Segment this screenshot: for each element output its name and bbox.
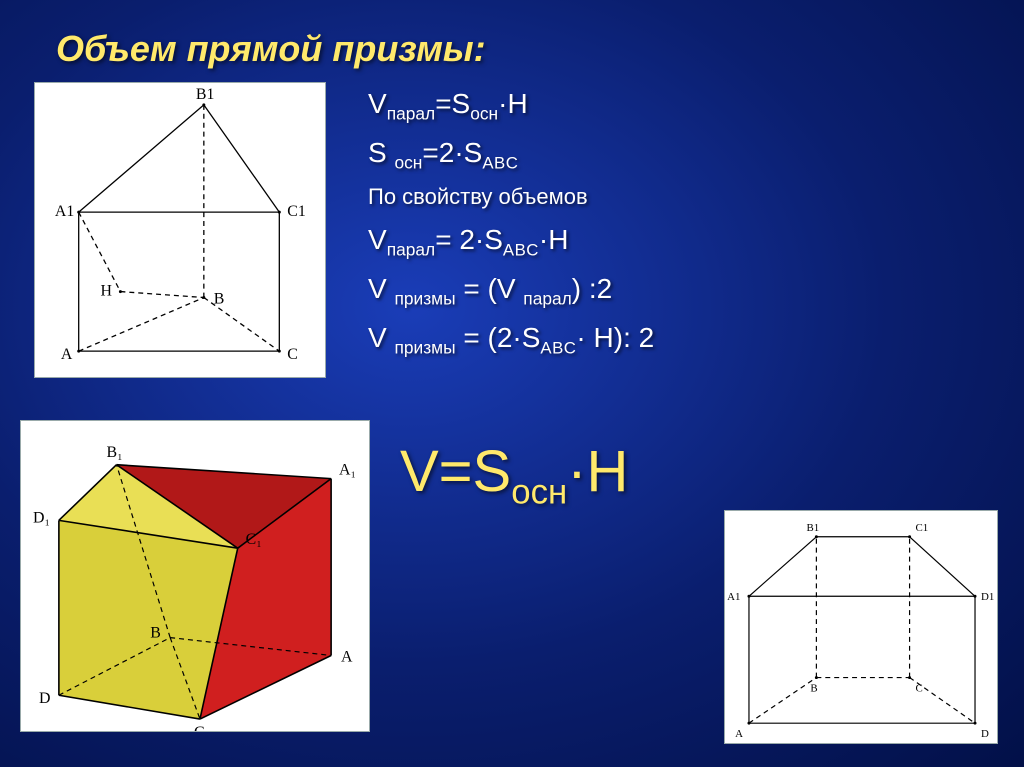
svg-text:A1: A1 xyxy=(55,203,74,220)
svg-text:B₁: B₁ xyxy=(107,444,123,461)
f1-c: ·H xyxy=(498,88,528,119)
f5-c: ) :2 xyxy=(572,273,612,304)
result-formula: V=Sосн·H xyxy=(400,438,628,513)
svg-text:D: D xyxy=(39,690,50,707)
f6-sub2: ABC xyxy=(540,338,576,357)
svg-text:C: C xyxy=(194,724,205,731)
svg-text:A1: A1 xyxy=(727,591,740,603)
f4-b: = 2·S xyxy=(435,224,503,255)
f1-sub1: парал xyxy=(387,104,436,124)
f1-a: V xyxy=(368,88,387,119)
f2-sub2: ABC xyxy=(482,154,518,173)
svg-text:D1: D1 xyxy=(981,591,994,603)
f6-b: = (2·S xyxy=(456,322,541,353)
diagram-triangular-prism: A B C H A1 B1 C1 xyxy=(34,82,326,378)
svg-text:D: D xyxy=(981,728,989,740)
f5-sub2: парал xyxy=(523,288,572,308)
f2-a: S xyxy=(368,137,394,168)
f4-sub1: парал xyxy=(387,239,436,259)
page-title: Объем прямой призмы: xyxy=(56,28,486,70)
diagram-trapezoidal-prism: A B C D A1 B1 C1 D1 xyxy=(724,510,998,744)
svg-text:B: B xyxy=(150,625,161,642)
f6-sub1: призмы xyxy=(394,337,455,357)
formula-line-1: Vпарал=Sосн·H xyxy=(368,80,654,129)
svg-text:A₁: A₁ xyxy=(339,462,356,479)
f5-sub1: призмы xyxy=(394,288,455,308)
svg-text:H: H xyxy=(101,283,112,300)
svg-text:A: A xyxy=(341,648,353,665)
f4-sub2: ABC xyxy=(503,240,539,259)
f2-sub1: осн xyxy=(394,153,422,173)
big-b: ·H xyxy=(567,439,628,504)
f5-a: V xyxy=(368,273,394,304)
svg-text:B1: B1 xyxy=(196,86,215,103)
formula-line-4: Vпарал= 2·SABC·H xyxy=(368,216,654,265)
formula-line-6: V призмы = (2·SABC· H): 2 xyxy=(368,314,654,363)
f6-c: · H): 2 xyxy=(576,322,654,353)
formula-line-2: S осн=2·SABC xyxy=(368,129,654,178)
big-a: V=S xyxy=(400,439,511,504)
svg-text:B: B xyxy=(810,682,817,694)
f4-a: V xyxy=(368,224,387,255)
formula-line-3: По свойству объемов xyxy=(368,178,654,215)
svg-text:C₁: C₁ xyxy=(246,531,262,548)
big-sub: осн xyxy=(511,473,567,512)
f1-sub2: осн xyxy=(470,104,498,124)
svg-text:A: A xyxy=(735,728,743,740)
f4-c: ·H xyxy=(539,224,569,255)
diagram-parallelepiped-colored: D C A B D₁ C₁ A₁ B₁ xyxy=(20,420,370,732)
formula-block: Vпарал=Sосн·H S осн=2·SABC По свойству о… xyxy=(368,80,654,363)
svg-text:D₁: D₁ xyxy=(33,509,50,526)
svg-text:C: C xyxy=(916,682,923,694)
f6-a: V xyxy=(368,322,394,353)
svg-text:C1: C1 xyxy=(287,203,306,220)
f2-b: =2·S xyxy=(422,137,482,168)
f1-b: =S xyxy=(435,88,470,119)
f5-b: = (V xyxy=(456,273,524,304)
svg-text:C1: C1 xyxy=(916,522,929,534)
svg-text:C: C xyxy=(287,346,298,363)
svg-text:B: B xyxy=(214,290,225,307)
formula-line-5: V призмы = (V парал) :2 xyxy=(368,265,654,314)
svg-text:B1: B1 xyxy=(806,522,819,534)
svg-text:A: A xyxy=(61,346,73,363)
